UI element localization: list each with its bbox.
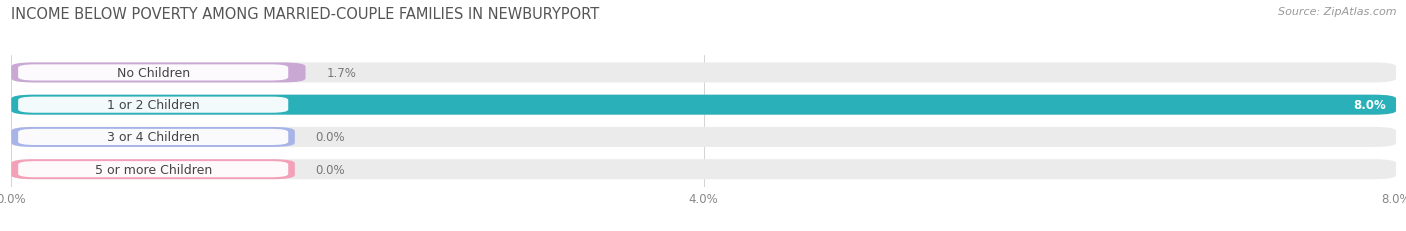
- Text: 3 or 4 Children: 3 or 4 Children: [107, 131, 200, 144]
- FancyBboxPatch shape: [11, 95, 1396, 115]
- FancyBboxPatch shape: [11, 127, 1396, 147]
- Text: Source: ZipAtlas.com: Source: ZipAtlas.com: [1278, 7, 1396, 17]
- FancyBboxPatch shape: [11, 95, 1396, 115]
- FancyBboxPatch shape: [11, 63, 1396, 83]
- FancyBboxPatch shape: [18, 129, 288, 145]
- FancyBboxPatch shape: [11, 63, 305, 83]
- Text: 8.0%: 8.0%: [1353, 99, 1386, 112]
- FancyBboxPatch shape: [18, 97, 288, 113]
- Text: INCOME BELOW POVERTY AMONG MARRIED-COUPLE FAMILIES IN NEWBURYPORT: INCOME BELOW POVERTY AMONG MARRIED-COUPL…: [11, 7, 599, 22]
- FancyBboxPatch shape: [18, 65, 288, 81]
- Text: 0.0%: 0.0%: [315, 163, 346, 176]
- FancyBboxPatch shape: [18, 161, 288, 177]
- Text: 5 or more Children: 5 or more Children: [94, 163, 212, 176]
- Text: 1.7%: 1.7%: [326, 67, 356, 79]
- FancyBboxPatch shape: [11, 159, 1396, 179]
- Text: 1 or 2 Children: 1 or 2 Children: [107, 99, 200, 112]
- Text: 0.0%: 0.0%: [315, 131, 346, 144]
- Text: No Children: No Children: [117, 67, 190, 79]
- FancyBboxPatch shape: [11, 127, 295, 147]
- FancyBboxPatch shape: [11, 159, 295, 179]
